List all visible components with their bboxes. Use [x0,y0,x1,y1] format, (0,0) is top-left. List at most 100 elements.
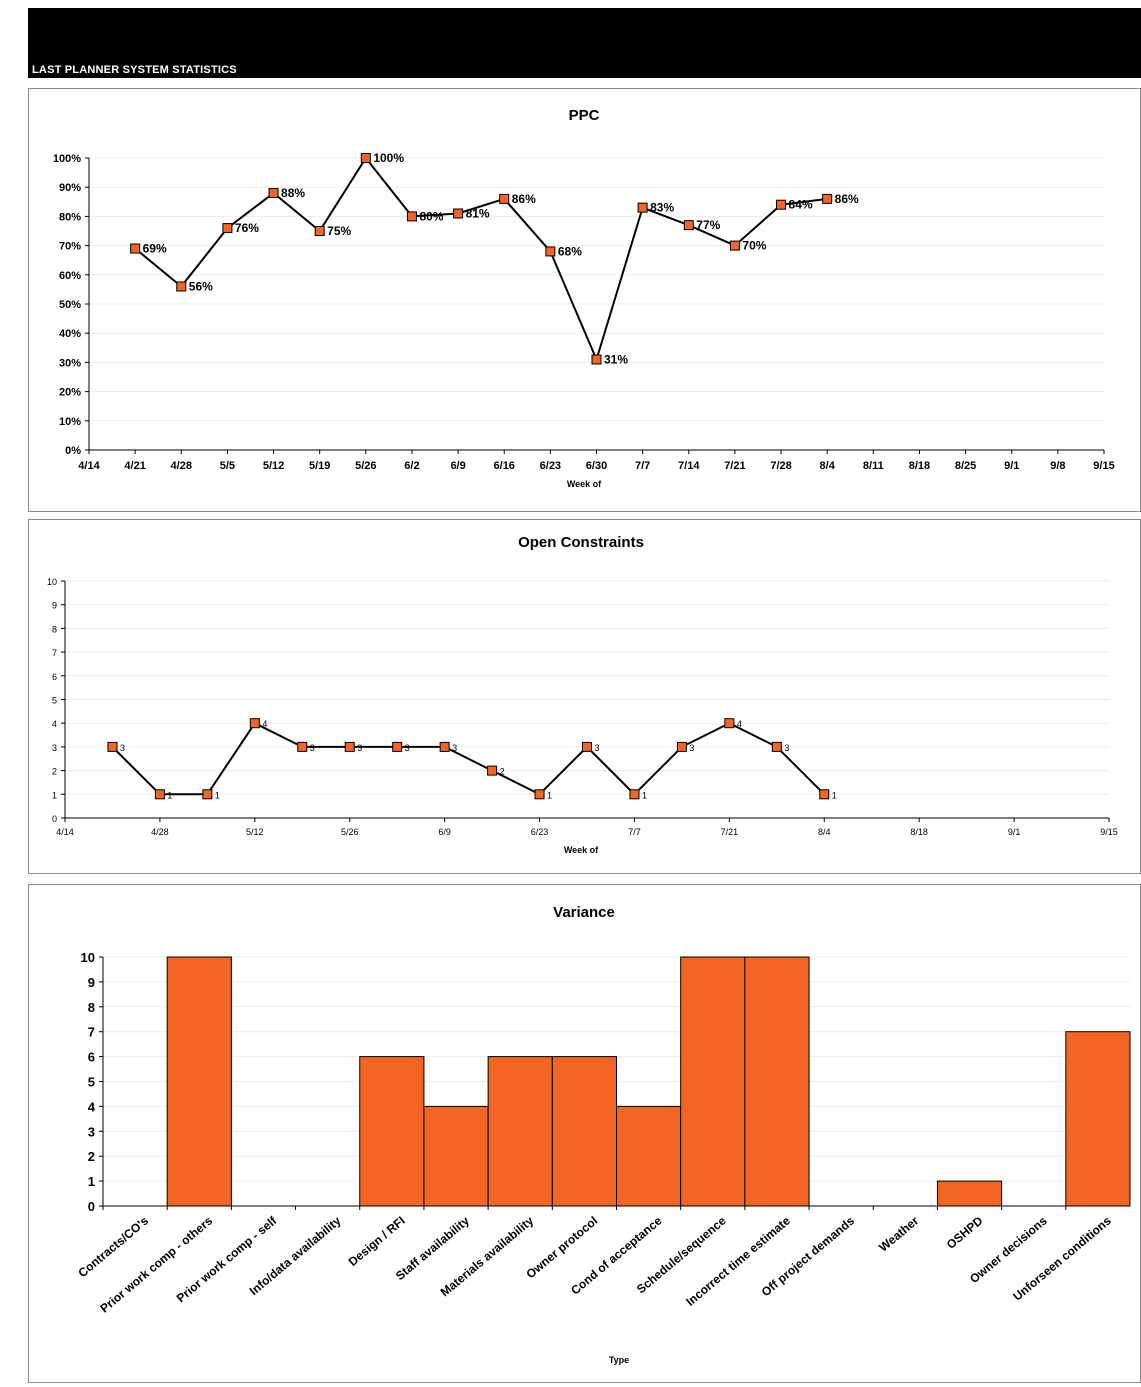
variance-chart-panel: Variance 0 1 2 3 4 5 6 7 8 9 10 Contracts/CO's Prior … [28,884,1141,1383]
data-point [297,741,308,752]
y-tick-label: 2 [52,767,57,777]
y-tick-label: 3 [88,1124,95,1139]
data-label: 84% [789,198,813,212]
x-tick-label: 6/30 [586,460,607,472]
x-tick-label: 8/18 [909,460,930,472]
x-tick-label: 6/23 [540,460,561,472]
data-point [453,208,464,219]
y-tick-label: 80% [59,211,81,223]
x-tick-label: 9/15 [1093,460,1114,472]
data-point [406,211,417,222]
chart-title: PPC [569,107,600,124]
bar [166,956,232,1207]
x-tick-label: 4/28 [171,460,192,472]
x-tick-label: 6/9 [438,827,451,837]
series-line [134,156,828,363]
category-label: Weather [876,1213,921,1254]
y-tick-label: 20% [59,387,81,399]
x-tick-label: 7/28 [770,460,791,472]
x-tick-label: 4/21 [124,460,145,472]
data-label: 3 [595,743,600,753]
x-tick-label: 4/14 [78,460,100,472]
x-tick-label: 7/14 [678,460,700,472]
open-constraints-chart: Open Constraints 0 1 2 3 4 5 6 7 8 9 10 4/14 4/28 5/12… [47,534,1118,855]
data-point [268,188,279,199]
data-label: 31% [604,352,628,366]
data-label: 88% [281,186,305,200]
y-tick-label: 1 [88,1174,95,1189]
y-tick-label: 10 [47,577,57,587]
bar [487,1056,553,1207]
data-point [344,741,355,752]
category-label: Prior work comp - others [97,1213,215,1315]
data-label: 1 [167,790,172,800]
y-tick-label: 2 [88,1149,95,1164]
y-tick-label: 5 [88,1075,95,1090]
data-label: 1 [547,790,552,800]
bar [359,1056,425,1207]
series-line [111,721,825,796]
y-tick-label: 7 [52,648,57,658]
x-tick-label: 9/1 [1008,827,1021,837]
data-label: 2 [500,767,505,777]
bar [616,1105,682,1207]
y-tick-label: 90% [59,182,81,194]
data-label: 3 [689,743,694,753]
data-point [202,789,213,800]
bar [423,1105,489,1207]
data-label: 3 [357,743,362,753]
y-tick-label: 4 [88,1099,96,1114]
y-tick-label: 8 [88,1000,95,1015]
data-point [176,281,187,292]
data-label: 83% [650,201,674,215]
y-tick-label: 1 [52,790,57,800]
y-tick-label: 9 [52,601,57,611]
data-point [534,789,545,800]
data-point [487,765,498,776]
data-label: 75% [327,224,351,238]
variance-chart: Variance012345678910Contracts/CO'sPrior … [75,904,1131,1365]
x-tick-label: 4/14 [56,827,74,837]
y-tick-label: 7 [88,1025,95,1040]
x-tick-label: 7/21 [724,460,745,472]
data-label: 70% [742,239,766,253]
data-label: 76% [235,221,259,235]
x-tick-label: 8/4 [818,827,831,837]
ppc-chart: PPC 0% 10% 20% 30% 40% 50% 60% 70% 80% 90% 100% 4/14… [53,107,1115,489]
data-label: 86% [512,192,536,206]
data-point [683,220,694,231]
x-axis-label: Week of [564,845,599,855]
y-tick-label: 30% [59,357,81,369]
y-tick-label: 4 [52,719,57,729]
data-point [776,199,787,210]
data-point [499,193,510,204]
bar [936,1180,1003,1207]
x-axis-label: Week of [567,479,602,489]
header-bar: LAST PLANNER SYSTEM STATISTICS [28,8,1141,78]
y-tick-label: 10 [81,950,95,965]
data-point [724,718,735,729]
data-label: 100% [373,151,404,165]
data-label: 68% [558,244,582,258]
open-constraints-chart-panel: Open Constraints 0 1 2 3 4 5 6 7 8 9 10 4/14 4/28 5/12… [28,519,1141,874]
data-label: 3 [452,743,457,753]
page-title: LAST PLANNER SYSTEM STATISTICS [32,64,237,76]
y-tick-label: 6 [52,672,57,682]
data-label: 80% [419,209,443,223]
y-tick-label: 6 [88,1050,95,1065]
data-point [822,193,833,204]
data-label: 4 [737,719,742,729]
data-point [637,202,648,213]
bar [551,1056,617,1207]
data-label: 77% [696,218,720,232]
x-tick-label: 5/5 [220,460,235,472]
y-tick-label: 0 [52,814,57,824]
x-tick-label: 7/21 [721,827,739,837]
data-label: 1 [215,790,220,800]
x-tick-label: 7/7 [635,460,650,472]
data-point [314,226,325,236]
x-tick-label: 5/19 [309,460,330,472]
x-axis-label: Type [609,1355,629,1365]
y-tick-label: 40% [59,328,81,340]
data-label: 3 [784,743,789,753]
